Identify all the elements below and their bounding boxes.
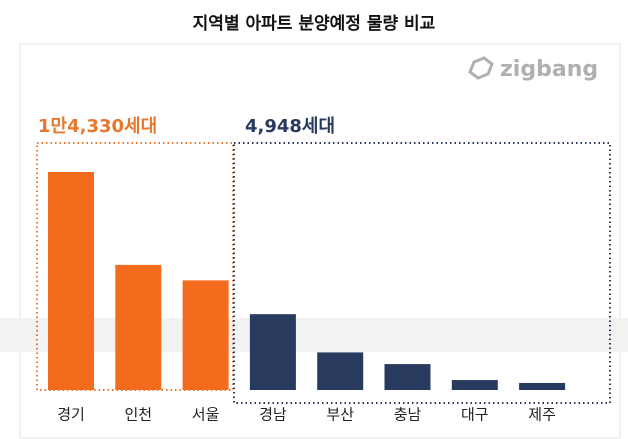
bar (182, 280, 229, 390)
bar (451, 380, 498, 390)
logo-text: zigbang (500, 57, 598, 82)
x-tick-label: 서울 (192, 406, 220, 424)
bar (384, 364, 431, 390)
x-tick-label: 부산 (326, 406, 354, 424)
x-tick-label: 제주 (528, 406, 556, 424)
annotation: 4,948세대 (245, 116, 335, 137)
x-tick-label: 경기 (57, 406, 85, 424)
logo-icon (468, 56, 494, 80)
annotation: 1만4,330세대 (38, 116, 157, 137)
background-band (0, 318, 628, 352)
chart-title: 지역별 아파트 분양예정 물량 비교 (193, 14, 436, 34)
x-tick-label: 대구 (461, 406, 489, 424)
x-tick-label: 충남 (394, 406, 422, 424)
chart-frame (19, 43, 621, 439)
bar (317, 352, 364, 390)
x-tick-label: 인천 (124, 406, 152, 424)
group-box (233, 142, 611, 404)
logo: zigbang (468, 56, 598, 82)
bar (519, 382, 566, 390)
bar (48, 172, 94, 390)
bar (115, 264, 162, 390)
x-tick-label: 경남 (259, 406, 287, 424)
bar (249, 314, 296, 390)
